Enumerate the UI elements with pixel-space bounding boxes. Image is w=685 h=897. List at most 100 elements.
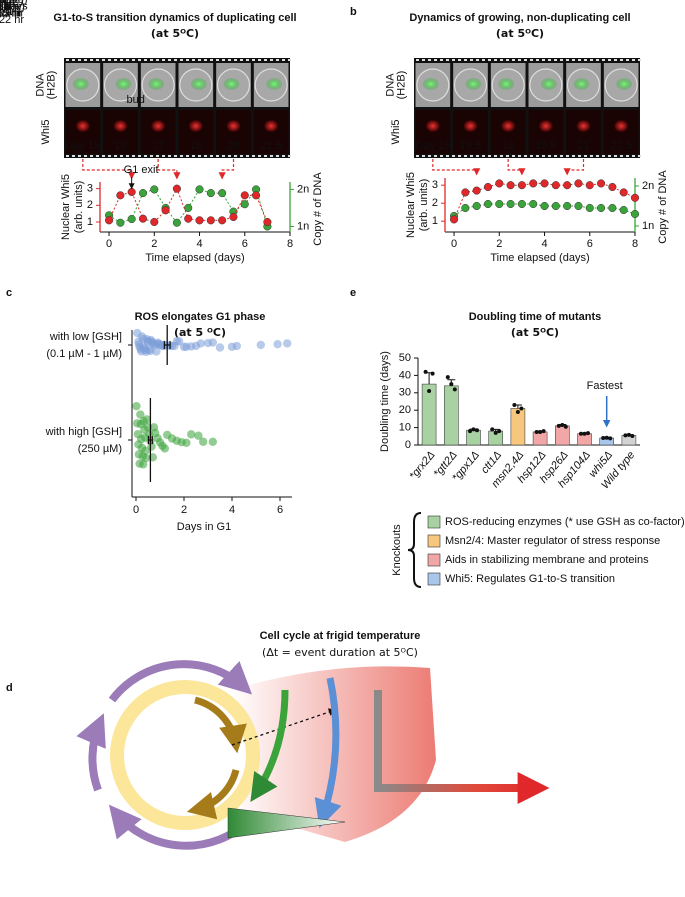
legend-swatch [427, 572, 441, 586]
sprocket [174, 59, 177, 61]
sprocket [222, 155, 225, 157]
whi5-frame [490, 110, 526, 154]
sprocket [464, 59, 467, 61]
sprocket [470, 59, 473, 61]
frame-label: 18 [502, 140, 514, 152]
y-tick-label: 2 [87, 199, 93, 211]
x-tick-label: 0 [451, 238, 457, 250]
x-tick-label: 2 [151, 238, 157, 250]
frame-label: 19.5 [535, 140, 556, 152]
sprocket [186, 155, 189, 157]
sprocket [566, 59, 569, 61]
data-point [472, 186, 481, 195]
replicate-point [452, 387, 457, 392]
sprocket [620, 155, 623, 157]
x-tick-label: 4 [229, 504, 235, 516]
sprocket [632, 59, 635, 61]
sprocket [252, 59, 255, 61]
sprocket [548, 155, 551, 157]
frame-label: 17 [152, 140, 164, 152]
sprocket [132, 59, 135, 61]
x-tick-label: 4 [196, 238, 202, 250]
data-point [218, 216, 227, 225]
sprocket [192, 155, 195, 157]
low-gsh-arrow [314, 677, 342, 828]
sprocket [584, 155, 587, 157]
data-point [215, 343, 225, 352]
x-tick-label: *grx2Δ [407, 449, 437, 482]
panel-letter: d [6, 682, 13, 694]
replicate-point [563, 424, 568, 429]
y-tick-label: 30 [399, 387, 411, 399]
y-tick-label: 0 [405, 439, 411, 451]
data-point [240, 200, 249, 209]
sprocket [626, 59, 629, 61]
cell-cycle-diagram [76, 660, 550, 850]
replicate-point [630, 433, 635, 438]
data-point [146, 346, 155, 356]
sprocket [90, 155, 93, 157]
panel-letter: b [350, 6, 357, 18]
y2-tick-label: 1n [297, 220, 309, 232]
sprocket [72, 59, 75, 61]
sprocket [566, 155, 569, 157]
row-label: DNA [384, 73, 396, 97]
sprocket [422, 59, 425, 61]
data-point [563, 201, 572, 211]
data-point [630, 193, 640, 202]
sprocket [596, 155, 599, 157]
g1-exit-arc [186, 769, 240, 820]
nucleus-green [465, 78, 482, 90]
sprocket [614, 59, 617, 61]
y2-tick-label: 2n [297, 183, 309, 195]
x-tick-label: 8 [287, 238, 293, 250]
legend-label: Aids in stabilizing membrane and protein… [445, 554, 649, 566]
data-point [206, 216, 215, 225]
replicate-point [475, 428, 479, 433]
data-point [160, 444, 169, 453]
sprocket [518, 155, 521, 157]
replicate-point [423, 369, 428, 374]
y-tick-label: 50 [399, 352, 411, 364]
frame-label: 16.5 [460, 140, 481, 152]
whi5-frame [140, 110, 176, 154]
sprocket [548, 59, 551, 61]
frame-link [432, 159, 481, 176]
category-label: with high [GSH] [45, 426, 122, 438]
whi5-frame [528, 110, 564, 154]
sprocket [434, 155, 437, 157]
data-point [208, 437, 217, 447]
diagram-subtitle: (Δt = event duration at 5ᴼC) [262, 646, 418, 659]
replicate-point [468, 429, 472, 434]
sprocket [554, 59, 557, 61]
y-tick-label: 1 [87, 216, 93, 228]
category-label: (250 µM) [78, 443, 122, 455]
sprocket [476, 155, 479, 157]
film-strip [414, 58, 640, 158]
replicate-point [608, 436, 613, 441]
frame-link [507, 159, 526, 176]
data-point [263, 217, 272, 227]
data-point [517, 199, 526, 209]
replicate-point [515, 409, 520, 414]
data-point [182, 438, 191, 448]
sprocket [174, 155, 177, 157]
sprocket [198, 59, 201, 61]
sprocket [258, 59, 261, 61]
nucleus-green [616, 78, 633, 90]
y-tick-label: 10 [399, 422, 411, 434]
replicate-point [490, 427, 495, 432]
sprocket [488, 59, 491, 61]
sprocket [288, 59, 291, 61]
sprocket [108, 59, 111, 61]
data-point [150, 217, 159, 227]
sprocket [204, 59, 207, 61]
sprocket [102, 155, 105, 157]
sprocket [506, 155, 509, 157]
replicate-point [534, 429, 539, 434]
data-point [142, 415, 151, 424]
sprocket [458, 155, 461, 157]
category-label: (0.1 µM - 1 µM) [46, 348, 122, 360]
sprocket [584, 59, 587, 61]
legend-title: Knockouts [391, 524, 403, 576]
